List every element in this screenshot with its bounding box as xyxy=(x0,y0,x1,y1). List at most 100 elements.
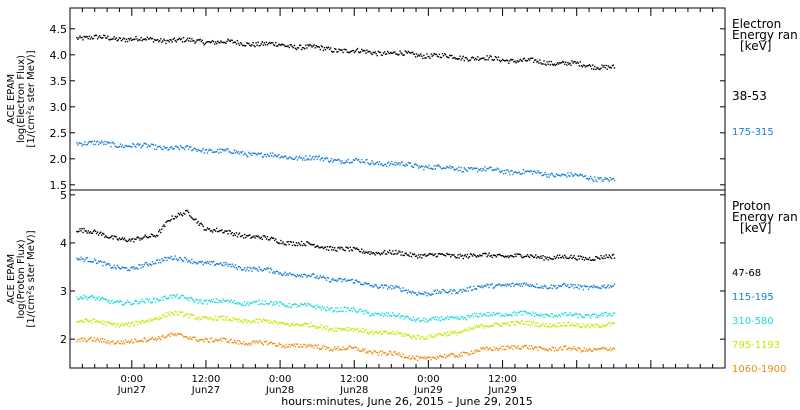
data-point xyxy=(525,255,528,258)
data-point xyxy=(290,44,292,46)
data-point xyxy=(263,303,266,306)
data-point xyxy=(110,38,112,40)
data-point xyxy=(469,315,472,317)
data-point xyxy=(269,341,272,344)
data-point xyxy=(290,323,292,325)
data-point xyxy=(116,40,118,42)
data-point xyxy=(428,55,430,58)
data-point xyxy=(107,301,109,303)
data-point xyxy=(321,46,324,48)
data-point xyxy=(455,292,457,295)
data-point xyxy=(492,59,494,62)
data-point xyxy=(554,347,557,349)
data-point xyxy=(280,44,282,47)
data-point xyxy=(225,261,227,264)
data-point xyxy=(310,322,312,324)
data-point xyxy=(458,57,460,60)
data-point xyxy=(391,288,393,290)
data-point xyxy=(350,161,353,164)
data-point xyxy=(189,260,191,262)
data-point xyxy=(286,272,288,275)
data-point xyxy=(362,284,364,286)
data-point xyxy=(144,302,146,304)
data-point xyxy=(156,146,159,148)
data-point xyxy=(595,255,597,258)
data-point xyxy=(386,50,389,53)
data-point xyxy=(544,256,546,258)
data-point xyxy=(452,290,454,292)
data-point xyxy=(77,231,79,233)
data-point xyxy=(294,323,297,326)
data-point xyxy=(435,53,438,56)
data-point xyxy=(516,347,518,349)
data-point xyxy=(392,250,394,252)
y-axis-label: ACE EPAM xyxy=(6,74,17,124)
data-point xyxy=(596,67,598,69)
data-point xyxy=(479,169,481,172)
data-point xyxy=(589,286,592,288)
data-point xyxy=(436,289,439,291)
data-point xyxy=(107,142,109,144)
data-point xyxy=(262,269,265,272)
data-point xyxy=(93,318,96,321)
data-point xyxy=(301,325,304,327)
data-point xyxy=(609,324,612,327)
data-point xyxy=(524,170,527,172)
data-point xyxy=(379,314,382,317)
data-point xyxy=(405,163,407,166)
data-point xyxy=(516,172,518,174)
data-point xyxy=(187,313,189,315)
data-point xyxy=(600,176,602,179)
data-point xyxy=(536,61,538,63)
data-point xyxy=(147,319,150,321)
data-point xyxy=(134,268,136,270)
data-point xyxy=(158,316,160,319)
data-point xyxy=(541,285,543,287)
data-point xyxy=(583,347,586,349)
data-point xyxy=(398,313,400,315)
data-point xyxy=(153,235,156,237)
data-point xyxy=(183,256,186,259)
data-point xyxy=(576,259,578,261)
data-point xyxy=(566,314,568,317)
data-point xyxy=(159,40,161,42)
data-point xyxy=(335,307,337,309)
data-point xyxy=(356,47,359,50)
data-point xyxy=(463,59,465,62)
data-point xyxy=(245,342,247,345)
data-point xyxy=(87,142,89,144)
data-point xyxy=(493,59,496,61)
data-point xyxy=(154,338,157,340)
data-point xyxy=(111,341,113,343)
data-point xyxy=(250,237,252,239)
data-point xyxy=(589,259,592,261)
data-point xyxy=(191,217,193,219)
data-point xyxy=(413,319,416,321)
data-point xyxy=(211,318,214,321)
x-tick-label-date: Jun29 xyxy=(413,385,442,396)
data-point xyxy=(222,264,224,267)
data-point xyxy=(170,294,172,296)
data-point xyxy=(328,349,331,352)
data-point xyxy=(236,152,239,154)
data-point xyxy=(534,59,536,61)
data-point xyxy=(180,258,183,261)
data-point xyxy=(189,146,191,148)
data-point xyxy=(407,50,410,53)
data-point xyxy=(413,253,416,255)
data-point xyxy=(142,38,144,41)
data-point xyxy=(480,312,482,315)
data-point xyxy=(462,318,464,320)
data-point xyxy=(613,312,616,314)
data-point xyxy=(611,254,614,256)
data-point xyxy=(430,319,432,321)
data-point xyxy=(156,338,159,340)
data-point xyxy=(506,314,508,317)
data-point xyxy=(547,350,549,352)
data-point xyxy=(108,322,110,325)
data-point xyxy=(204,149,207,151)
data-point xyxy=(337,346,339,348)
data-point xyxy=(191,149,193,152)
data-point xyxy=(424,356,426,358)
data-point xyxy=(350,50,353,53)
